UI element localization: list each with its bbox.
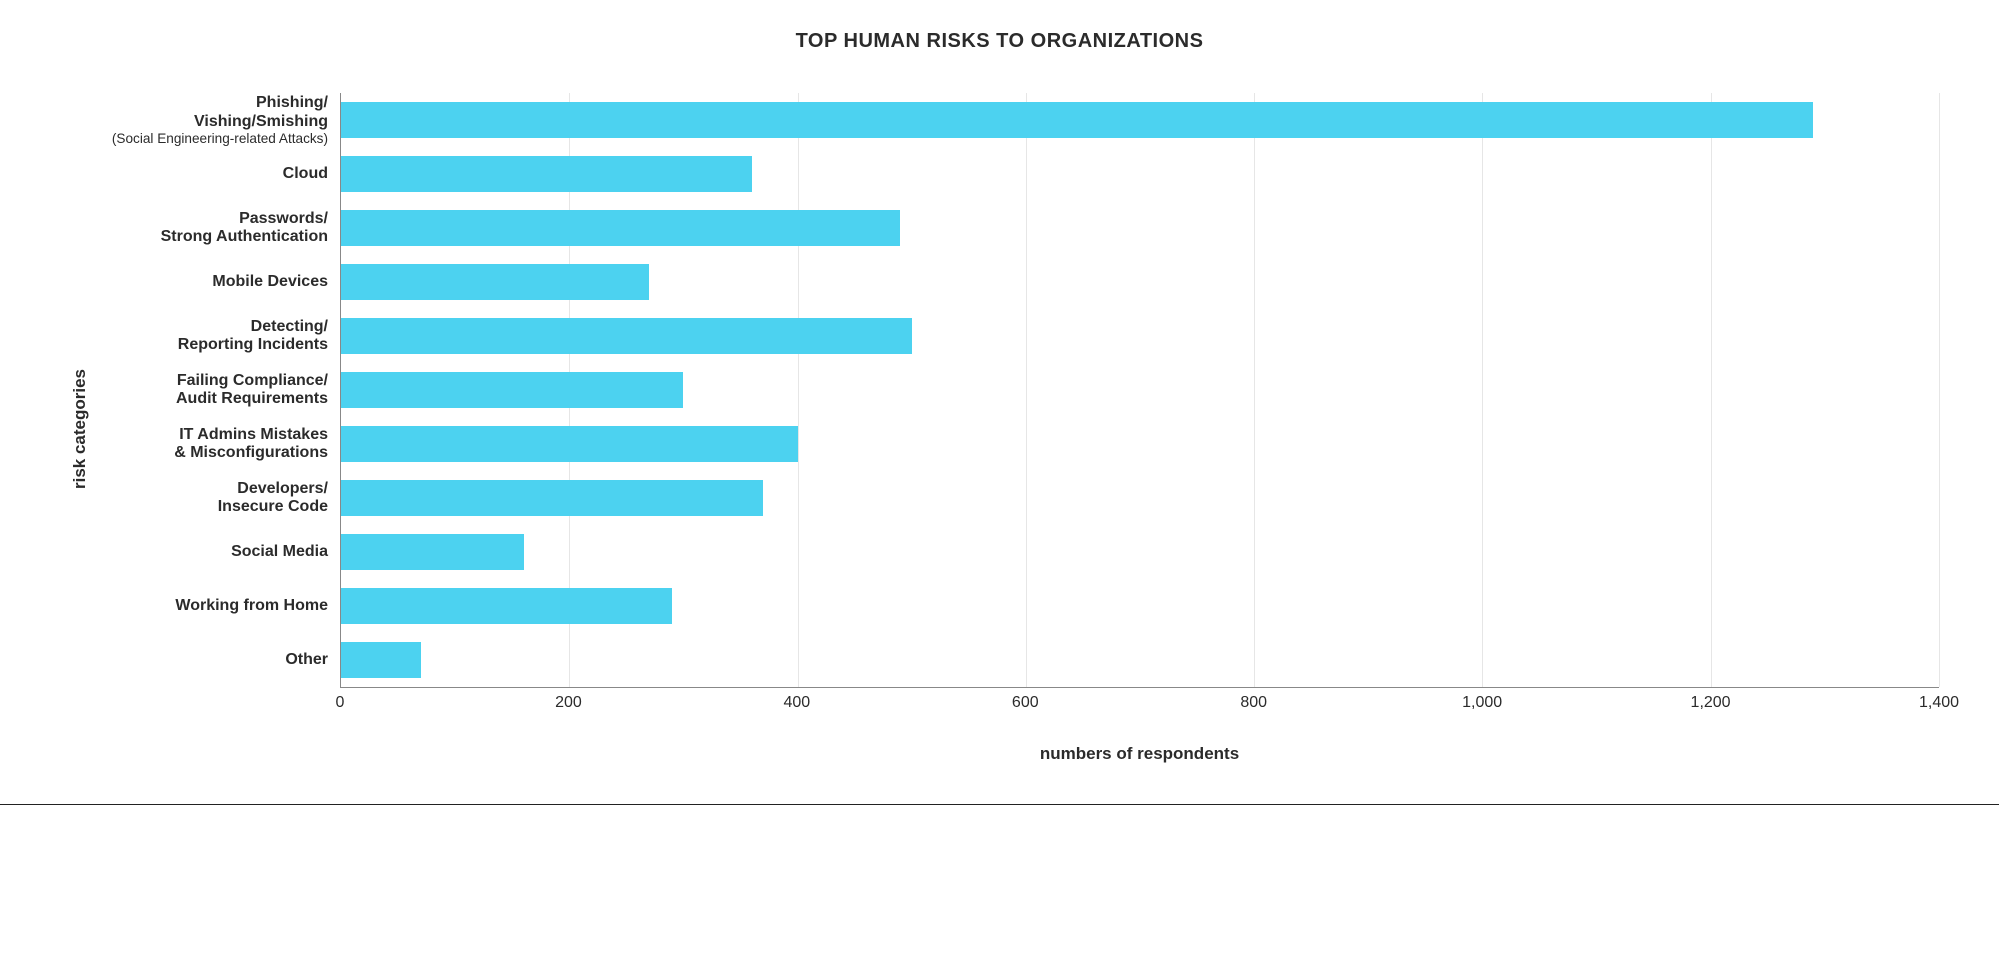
y-label: Passwords/Strong Authentication (90, 201, 340, 255)
bar (341, 210, 900, 247)
y-label: IT Admins Mistakes& Misconfigurations (90, 417, 340, 471)
bar (341, 372, 683, 409)
bar-row (341, 525, 1939, 579)
chart-title: TOP HUMAN RISKS TO ORGANIZATIONS (60, 30, 1939, 53)
bar-row (341, 147, 1939, 201)
chart-container: TOP HUMAN RISKS TO ORGANIZATIONS risk ca… (0, 0, 1999, 805)
y-axis-title: risk categories (60, 93, 90, 764)
bar-row (341, 201, 1939, 255)
bar (341, 642, 421, 679)
y-label: Phishing/Vishing/Smishing(Social Enginee… (90, 93, 340, 147)
bar-row (341, 93, 1939, 147)
y-label: Developers/Insecure Code (90, 471, 340, 525)
bar (341, 318, 912, 355)
y-label: Other (90, 633, 340, 687)
bar (341, 534, 524, 571)
x-tick: 0 (336, 694, 345, 712)
x-tick: 1,400 (1919, 694, 1959, 712)
y-label: Mobile Devices (90, 255, 340, 309)
y-label: Detecting/Reporting Incidents (90, 309, 340, 363)
x-tick: 1,200 (1691, 694, 1731, 712)
bar (341, 426, 798, 463)
y-label: Cloud (90, 147, 340, 201)
y-label: Failing Compliance/Audit Requirements (90, 363, 340, 417)
y-label: Working from Home (90, 579, 340, 633)
bar (341, 264, 649, 301)
plot-area (340, 93, 1939, 688)
x-tick: 200 (555, 694, 582, 712)
y-axis-labels: Phishing/Vishing/Smishing(Social Enginee… (90, 93, 340, 687)
bar-row (341, 579, 1939, 633)
x-tick: 400 (783, 694, 810, 712)
chart-body: risk categories Phishing/Vishing/Smishin… (60, 93, 1939, 764)
bar (341, 102, 1813, 139)
bar (341, 480, 763, 517)
bars (341, 93, 1939, 687)
bar-row (341, 417, 1939, 471)
y-label: Social Media (90, 525, 340, 579)
x-tick: 800 (1240, 694, 1267, 712)
x-tick: 1,000 (1462, 694, 1502, 712)
bar-row (341, 363, 1939, 417)
x-tick: 600 (1012, 694, 1039, 712)
bar (341, 588, 672, 625)
bar-row (341, 471, 1939, 525)
bar (341, 156, 752, 193)
x-axis-ticks: 02004006008001,0001,2001,400 (340, 694, 1939, 724)
gridline (1939, 93, 1940, 687)
bar-row (341, 255, 1939, 309)
x-axis-title: numbers of respondents (340, 744, 1939, 764)
bar-row (341, 309, 1939, 363)
bar-row (341, 633, 1939, 687)
